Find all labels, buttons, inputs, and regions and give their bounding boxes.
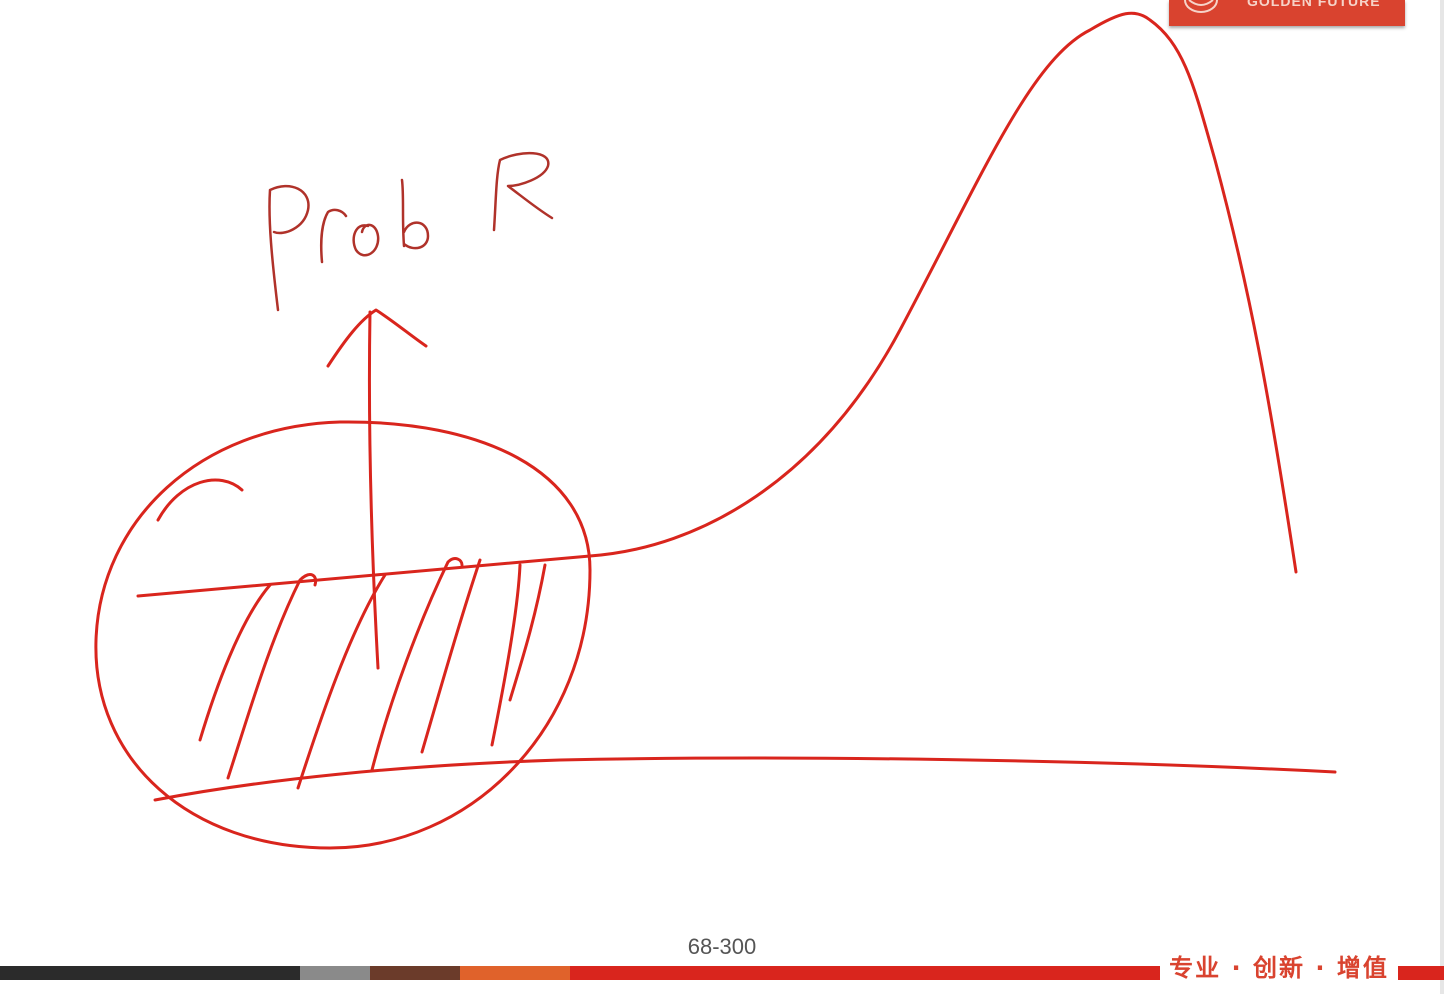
bar-segment-dark bbox=[0, 966, 300, 980]
bar-segment-orange bbox=[460, 966, 570, 980]
hatch-line bbox=[508, 563, 547, 702]
bar-segment-red-right bbox=[1398, 966, 1444, 980]
golden-future-logo-icon bbox=[1184, 0, 1218, 13]
hatch-line bbox=[420, 558, 482, 754]
hatch-line bbox=[490, 563, 522, 747]
footer-slogan: 专业 · 创新 · 增值 bbox=[1166, 950, 1392, 986]
brand-logo-text: GOLDEN FUTURE bbox=[1247, 0, 1381, 9]
hatch-line bbox=[226, 573, 318, 780]
brand-logo-badge: GOLDEN FUTURE bbox=[1169, 0, 1405, 26]
highlight-circle bbox=[94, 420, 592, 850]
page-counter: 68-300 bbox=[687, 934, 757, 959]
circle-curl bbox=[156, 478, 244, 522]
hatch-line bbox=[296, 573, 387, 790]
footer-color-bar bbox=[0, 966, 1444, 980]
arrow-head bbox=[326, 308, 428, 368]
baseline-curve bbox=[153, 756, 1337, 802]
bar-segment-grey bbox=[300, 966, 370, 980]
hatch-line bbox=[370, 557, 464, 772]
arrow-shaft bbox=[367, 310, 380, 670]
bar-segment-brown bbox=[370, 966, 460, 980]
slide-edge bbox=[1440, 0, 1444, 994]
hatch-line bbox=[198, 583, 272, 742]
bar-segment-red bbox=[570, 966, 1160, 980]
distribution-curve bbox=[136, 11, 1298, 598]
prob-r-label bbox=[268, 151, 554, 312]
